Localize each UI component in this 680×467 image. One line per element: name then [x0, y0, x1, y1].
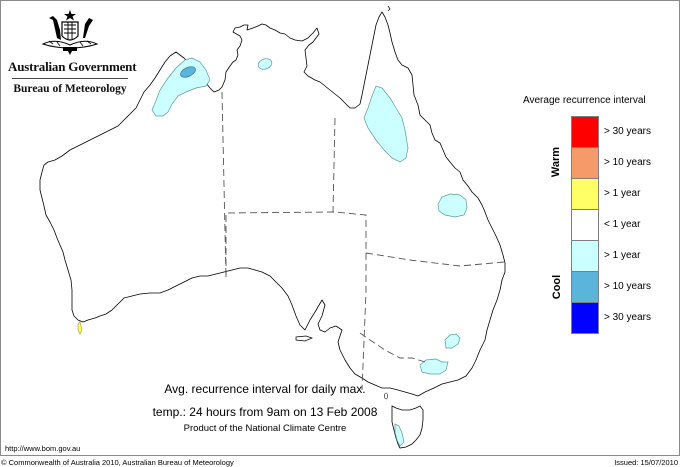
australia-map	[39, 5, 506, 449]
legend-label: > 30 years	[604, 126, 651, 137]
kimberley-core-area	[180, 66, 196, 78]
legend-label: > 30 years	[604, 312, 651, 323]
gulf-qld-cool-area	[363, 85, 409, 163]
legend-swatch-cool-10	[571, 271, 599, 302]
map-caption-line2: temp.: 24 hours from 9am on 13 Feb 2008	[152, 405, 378, 419]
issued-date: Issued: 15/07/2010	[614, 458, 678, 467]
central-qld-cool-area	[437, 193, 468, 218]
south-coast-nsw-cool-area	[444, 333, 461, 349]
bom-url-link[interactable]: http://www.bom.gov.au	[5, 444, 81, 453]
king-island	[384, 392, 388, 400]
logo-divider	[12, 78, 128, 79]
copyright-notice: © Commonwealth of Australia 2010, Austra…	[1, 458, 234, 467]
legend-swatch-warm-30	[571, 116, 599, 147]
legend-cool-label: Cool	[551, 274, 564, 300]
map-caption-line3: Product of the National Climate Centre	[183, 423, 347, 434]
legend-label: > 10 years	[604, 281, 651, 292]
legend-swatch-warm-1	[571, 178, 599, 209]
top-end-cool-area	[257, 58, 273, 70]
legend-warm-label: Warm	[550, 146, 563, 178]
legend-labels: > 30 years > 10 years > 1 year < 1 year …	[604, 116, 651, 333]
state-borders	[221, 91, 505, 391]
legend-swatch-warm-10	[571, 147, 599, 178]
map-caption-line1: Avg. recurrence interval for daily max.	[164, 382, 366, 396]
legend-label: > 1 year	[604, 188, 641, 199]
coat-of-arms-icon	[41, 10, 99, 55]
bureau-title: Bureau of Meteorology	[13, 83, 127, 95]
gippsland-cool-area	[419, 358, 449, 375]
cape-york-tip	[387, 5, 391, 12]
legend-color-scale	[571, 116, 599, 334]
legend-swatch-cool-1	[571, 240, 599, 271]
government-title: Australian Government	[8, 59, 137, 74]
sw-wa-warm-area	[77, 321, 83, 335]
legend-swatch-cool-30	[571, 302, 599, 334]
bom-logo: Australian Government Bureau of Meteorol…	[8, 8, 137, 95]
legend-label: > 1 year	[604, 250, 641, 261]
legend-title: Average recurrence interval	[523, 95, 646, 106]
kangaroo-island	[295, 335, 313, 342]
legend-swatch-neutral	[571, 209, 599, 240]
legend-label: > 10 years	[604, 157, 651, 168]
kimberley-cool-area	[151, 57, 211, 117]
legend-label: < 1 year	[604, 219, 641, 230]
west-tasmania-cool-area	[394, 423, 405, 447]
